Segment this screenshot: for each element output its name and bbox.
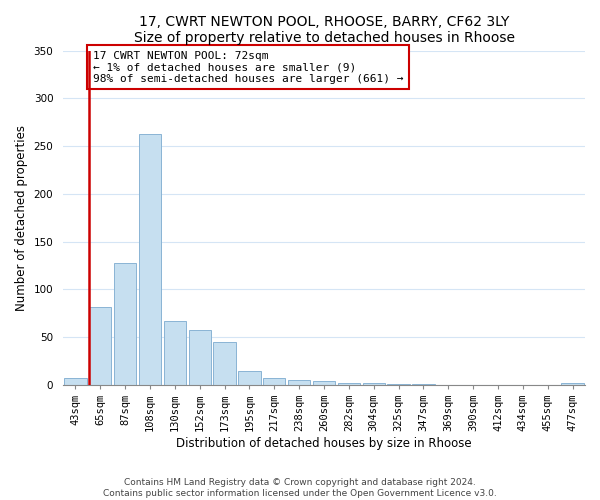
Y-axis label: Number of detached properties: Number of detached properties bbox=[15, 124, 28, 310]
Text: 17 CWRT NEWTON POOL: 72sqm
← 1% of detached houses are smaller (9)
98% of semi-d: 17 CWRT NEWTON POOL: 72sqm ← 1% of detac… bbox=[93, 50, 403, 84]
Bar bbox=[238, 370, 260, 385]
Bar bbox=[562, 383, 584, 385]
Bar bbox=[89, 306, 112, 385]
Bar bbox=[288, 380, 310, 385]
Title: 17, CWRT NEWTON POOL, RHOOSE, BARRY, CF62 3LY
Size of property relative to detac: 17, CWRT NEWTON POOL, RHOOSE, BARRY, CF6… bbox=[134, 15, 515, 45]
Bar bbox=[313, 381, 335, 385]
Bar bbox=[388, 384, 410, 385]
Bar bbox=[263, 378, 286, 385]
Bar bbox=[139, 134, 161, 385]
Bar bbox=[338, 383, 360, 385]
Bar bbox=[114, 262, 136, 385]
X-axis label: Distribution of detached houses by size in Rhoose: Distribution of detached houses by size … bbox=[176, 437, 472, 450]
Bar bbox=[214, 342, 236, 385]
Bar bbox=[164, 321, 186, 385]
Bar bbox=[362, 383, 385, 385]
Bar bbox=[188, 330, 211, 385]
Text: Contains HM Land Registry data © Crown copyright and database right 2024.
Contai: Contains HM Land Registry data © Crown c… bbox=[103, 478, 497, 498]
Bar bbox=[64, 378, 86, 385]
Bar bbox=[412, 384, 434, 385]
